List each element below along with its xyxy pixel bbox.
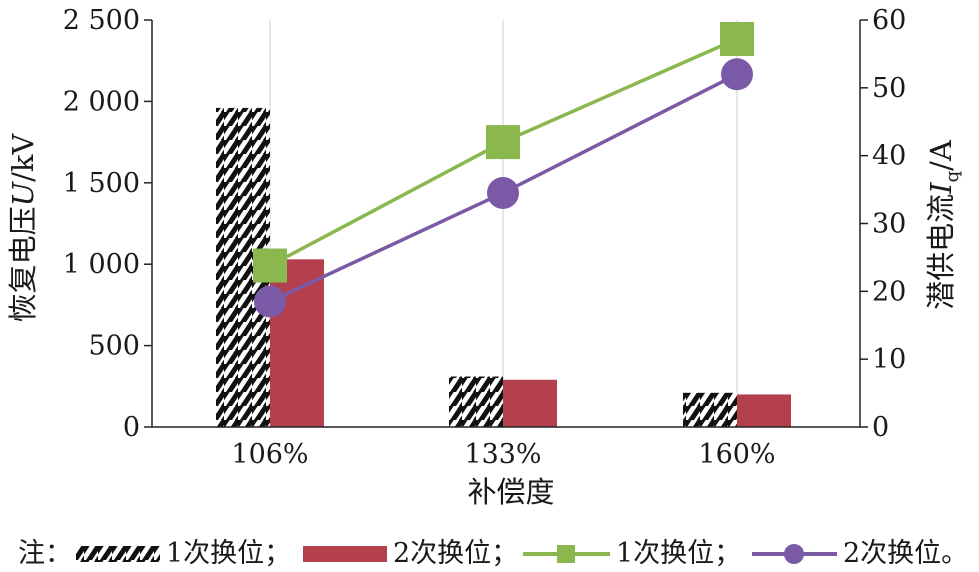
left-tick-label-1: 500 xyxy=(88,331,140,362)
left-tick-label-3: 1 500 xyxy=(63,168,140,199)
marker-s1-c2 xyxy=(721,58,753,91)
right-axis-title: 潜供电流Iq/A xyxy=(924,139,963,310)
bar-s0-c1 xyxy=(449,376,503,427)
marker-s0-c1 xyxy=(486,125,520,160)
left-tick-label-4: 2 000 xyxy=(63,86,140,117)
bar-s1-c0 xyxy=(270,259,324,427)
bar-s0-c2 xyxy=(683,392,737,427)
right-tick-label-4: 40 xyxy=(872,141,906,172)
right-tick-label-0: 0 xyxy=(872,412,889,443)
legend-marker-circle xyxy=(784,544,804,564)
legend-swatch-hatched xyxy=(76,546,160,562)
left-tick-label-5: 2 500 xyxy=(63,5,140,36)
marker-s1-c0 xyxy=(254,285,286,318)
x-tick-label-2: 160% xyxy=(698,439,775,470)
left-tick-label-0: 0 xyxy=(123,412,140,443)
left-tick-label-2: 1 000 xyxy=(63,249,140,280)
legend-label-bar-2: 2次换位； xyxy=(393,538,518,569)
grid-lines xyxy=(269,20,738,427)
axes xyxy=(144,19,868,428)
marker-s0-c0 xyxy=(253,248,287,283)
legend-label-line-1: 1次换位； xyxy=(616,538,741,569)
x-axis-title: 补偿度 xyxy=(467,475,554,509)
tick-labels: 0 500 1 000 1 500 2 000 2 500 0 10 20 30 40 50 60 106… xyxy=(63,5,907,470)
bar-s1-c2 xyxy=(737,394,791,427)
legend-label-bar-1: 1次换位； xyxy=(166,538,291,569)
legend: 注： 1次换位； 2次换位； 1次换位； 2次换位。 xyxy=(18,538,968,569)
left-axis-title: 恢复电压U/kV xyxy=(6,133,40,323)
right-tick-label-6: 60 xyxy=(872,5,906,36)
x-tick-label-0: 106% xyxy=(231,439,308,470)
marker-s0-c2 xyxy=(720,21,754,56)
marker-s1-c1 xyxy=(487,176,519,209)
right-tick-label-3: 30 xyxy=(872,209,906,240)
legend-marker-square xyxy=(557,545,575,563)
legend-swatch-solid xyxy=(303,546,387,562)
legend-prefix: 注： xyxy=(18,538,72,569)
x-tick-label-1: 133% xyxy=(464,439,541,470)
line-series xyxy=(253,21,754,318)
bar-s1-c1 xyxy=(503,379,557,427)
right-tick-label-2: 20 xyxy=(872,276,906,307)
legend-label-line-2: 2次换位。 xyxy=(843,538,968,569)
right-tick-label-1: 10 xyxy=(872,344,906,375)
right-tick-label-5: 50 xyxy=(872,73,906,104)
